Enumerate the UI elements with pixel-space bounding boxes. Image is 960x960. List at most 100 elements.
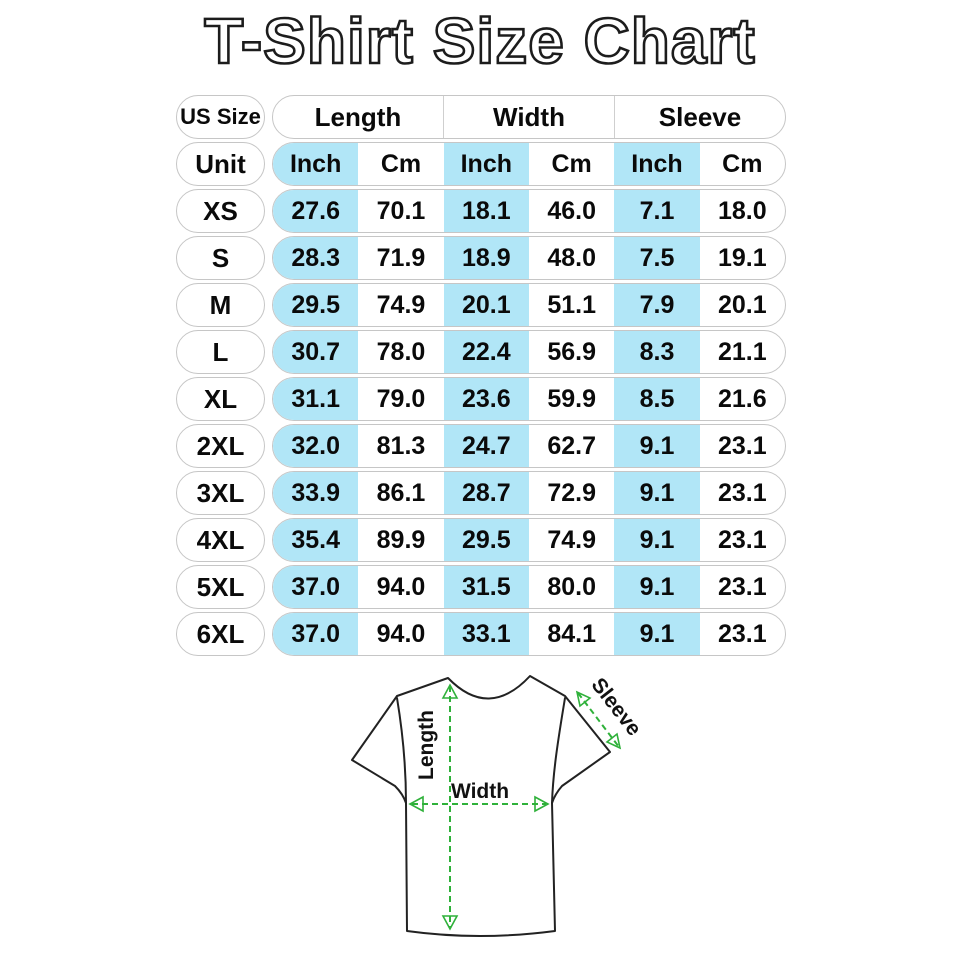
size-pill: L bbox=[176, 330, 265, 374]
cell-sleeve-cm: 23.1 bbox=[717, 525, 767, 554]
cell-sleeve-cm: 20.1 bbox=[717, 290, 767, 319]
cell-length-cm: 86.1 bbox=[376, 478, 426, 507]
length-arrow-label: Length bbox=[415, 710, 438, 780]
cell-length-cm: 74.9 bbox=[376, 290, 426, 319]
size-pill: 2XL bbox=[176, 424, 265, 468]
cell-sleeve-inch: 8.5 bbox=[614, 378, 700, 420]
unit-sleeve-inch: Inch bbox=[614, 143, 700, 185]
cell-length-inch: 29.5 bbox=[273, 284, 359, 326]
cell-width-inch: 22.4 bbox=[443, 331, 529, 373]
row-data-pill: 35.4 89.9 29.5 74.9 9.1 23.1 bbox=[272, 518, 786, 562]
cell-sleeve-cm: 21.1 bbox=[717, 337, 767, 366]
cell-width-cm: 84.1 bbox=[547, 619, 596, 648]
size-pill: 5XL bbox=[176, 565, 265, 609]
tshirt-right-sleeve-seam bbox=[551, 697, 566, 804]
header-sleeve: Sleeve bbox=[614, 96, 785, 138]
table-row: S 28.3 71.9 18.9 48.0 7.5 19.1 bbox=[176, 236, 786, 280]
cell-sleeve-cm: 23.1 bbox=[717, 619, 767, 648]
table-row: M 29.5 74.9 20.1 51.1 7.9 20.1 bbox=[176, 283, 786, 327]
cell-length-cm: 79.0 bbox=[376, 384, 426, 413]
cell-length-inch: 27.6 bbox=[273, 190, 359, 232]
size-pill: M bbox=[176, 283, 265, 327]
cell-width-cm: 51.1 bbox=[547, 290, 596, 319]
cell-sleeve-inch: 7.9 bbox=[614, 284, 700, 326]
cell-length-cm: 94.0 bbox=[376, 619, 426, 648]
cell-sleeve-inch: 9.1 bbox=[614, 519, 700, 561]
cell-width-inch: 18.1 bbox=[443, 190, 529, 232]
row-data-pill: 32.0 81.3 24.7 62.7 9.1 23.1 bbox=[272, 424, 786, 468]
header-width: Width bbox=[443, 96, 614, 138]
size-pill: XL bbox=[176, 377, 265, 421]
cell-length-inch: 31.1 bbox=[273, 378, 359, 420]
cell-width-inch: 24.7 bbox=[443, 425, 529, 467]
cell-sleeve-inch: 9.1 bbox=[614, 472, 700, 514]
row-data-pill: 33.9 86.1 28.7 72.9 9.1 23.1 bbox=[272, 471, 786, 515]
table-row: XL 31.1 79.0 23.6 59.9 8.5 21.6 bbox=[176, 377, 786, 421]
tshirt-left-sleeve-seam bbox=[396, 697, 407, 804]
cell-width-cm: 72.9 bbox=[547, 478, 596, 507]
unit-width-cm: Cm bbox=[551, 149, 592, 178]
row-data-pill: 29.5 74.9 20.1 51.1 7.9 20.1 bbox=[272, 283, 786, 327]
width-arrow-label: Width bbox=[451, 780, 509, 803]
cell-sleeve-inch: 9.1 bbox=[614, 566, 700, 608]
cell-sleeve-cm: 23.1 bbox=[717, 572, 767, 601]
size-pill: 4XL bbox=[176, 518, 265, 562]
cell-width-inch: 18.9 bbox=[443, 237, 529, 279]
sleeve-arrow-label: Sleeve bbox=[587, 674, 646, 741]
unit-length-cm: Cm bbox=[380, 149, 422, 178]
unit-sleeve-cm: Cm bbox=[722, 149, 763, 178]
cell-width-inch: 29.5 bbox=[443, 519, 529, 561]
tshirt-outline bbox=[351, 675, 611, 937]
row-data-pill: 37.0 94.0 33.1 84.1 9.1 23.1 bbox=[272, 612, 786, 656]
cell-width-inch: 28.7 bbox=[443, 472, 529, 514]
arrowhead-down-icon bbox=[441, 915, 459, 931]
cell-length-inch: 35.4 bbox=[273, 519, 359, 561]
table-row: XS 27.6 70.1 18.1 46.0 7.1 18.0 bbox=[176, 189, 786, 233]
unit-row: Unit Inch Cm Inch Cm Inch Cm bbox=[176, 142, 786, 186]
table-row: 2XL 32.0 81.3 24.7 62.7 9.1 23.1 bbox=[176, 424, 786, 468]
arrowhead-sleeve-start-icon bbox=[575, 690, 592, 708]
row-data-pill: 37.0 94.0 31.5 80.0 9.1 23.1 bbox=[272, 565, 786, 609]
table-row: L 30.7 78.0 22.4 56.9 8.3 21.1 bbox=[176, 330, 786, 374]
cell-length-inch: 33.9 bbox=[273, 472, 359, 514]
row-data-pill: 31.1 79.0 23.6 59.9 8.5 21.6 bbox=[272, 377, 786, 421]
size-chart-table: US Size Length Width Sleeve Unit Inch Cm… bbox=[176, 95, 786, 656]
cell-length-inch: 37.0 bbox=[273, 613, 359, 655]
cell-width-inch: 31.5 bbox=[443, 566, 529, 608]
cell-length-inch: 37.0 bbox=[273, 566, 359, 608]
cell-width-cm: 56.9 bbox=[547, 337, 596, 366]
header-length: Length bbox=[314, 101, 402, 132]
cell-sleeve-cm: 23.1 bbox=[717, 431, 767, 460]
cell-sleeve-cm: 19.1 bbox=[717, 243, 767, 272]
table-row: 4XL 35.4 89.9 29.5 74.9 9.1 23.1 bbox=[176, 518, 786, 562]
row-data-pill: 28.3 71.9 18.9 48.0 7.5 19.1 bbox=[272, 236, 786, 280]
arrowhead-left-icon bbox=[408, 795, 424, 813]
size-pill: XS bbox=[176, 189, 265, 233]
cell-length-cm: 70.1 bbox=[376, 196, 426, 225]
cell-length-inch: 30.7 bbox=[273, 331, 359, 373]
table-row: 6XL 37.0 94.0 33.1 84.1 9.1 23.1 bbox=[176, 612, 786, 656]
group-header-pill: Length Width Sleeve bbox=[272, 95, 786, 139]
table-header-row: US Size Length Width Sleeve bbox=[176, 95, 786, 139]
size-pill: S bbox=[176, 236, 265, 280]
cell-length-inch: 28.3 bbox=[273, 237, 359, 279]
size-pill: 6XL bbox=[176, 612, 265, 656]
corner-header-pill: US Size bbox=[176, 95, 265, 139]
cell-length-cm: 71.9 bbox=[376, 243, 426, 272]
cell-sleeve-cm: 21.6 bbox=[717, 384, 767, 413]
cell-sleeve-inch: 7.5 bbox=[614, 237, 700, 279]
table-row: 3XL 33.9 86.1 28.7 72.9 9.1 23.1 bbox=[176, 471, 786, 515]
arrowhead-right-icon bbox=[534, 795, 550, 813]
cell-width-inch: 20.1 bbox=[443, 284, 529, 326]
cell-width-inch: 33.1 bbox=[443, 613, 529, 655]
cell-sleeve-inch: 9.1 bbox=[614, 613, 700, 655]
cell-width-cm: 59.9 bbox=[547, 384, 596, 413]
cell-width-cm: 62.7 bbox=[547, 431, 596, 460]
row-data-pill: 30.7 78.0 22.4 56.9 8.3 21.1 bbox=[272, 330, 786, 374]
row-data-pill: 27.6 70.1 18.1 46.0 7.1 18.0 bbox=[272, 189, 786, 233]
cell-sleeve-inch: 8.3 bbox=[614, 331, 700, 373]
cell-width-cm: 48.0 bbox=[547, 243, 596, 272]
cell-width-inch: 23.6 bbox=[443, 378, 529, 420]
unit-width-inch: Inch bbox=[443, 143, 529, 185]
cell-width-cm: 80.0 bbox=[547, 572, 596, 601]
